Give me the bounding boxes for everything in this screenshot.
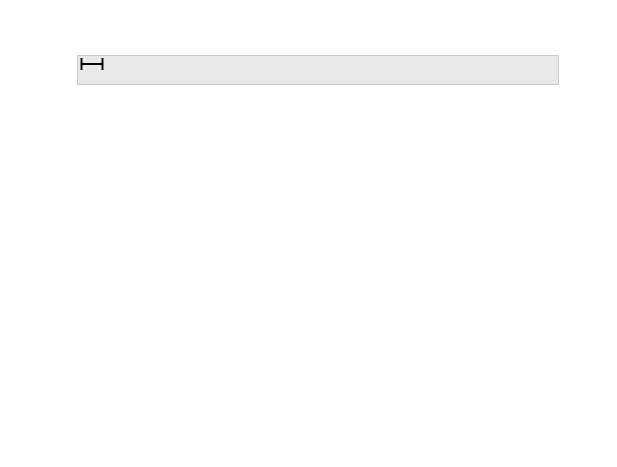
- blue-errorbar-icon: [80, 58, 104, 70]
- legend: [77, 55, 559, 85]
- blue-contamination-line-icon: [251, 69, 277, 72]
- legend-entry-contam-blue: [251, 69, 286, 72]
